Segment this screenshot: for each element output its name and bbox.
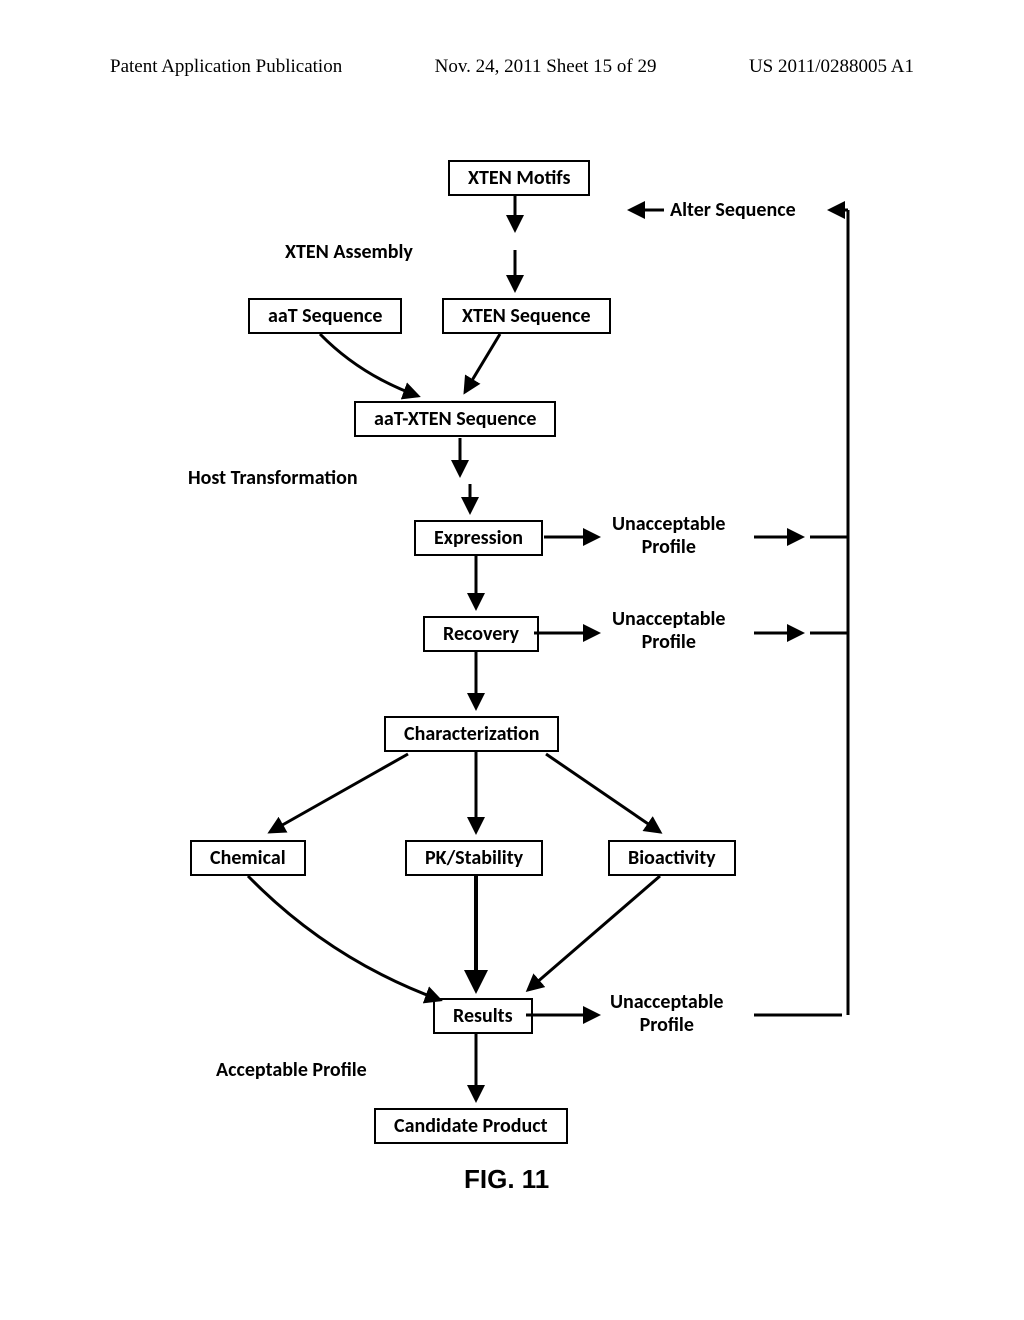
header-row: Patent Application Publication Nov. 24, … [110, 56, 914, 78]
figure-caption: FIG. 11 [464, 1164, 549, 1195]
document-header: Patent Application Publication Nov. 24, … [0, 56, 1024, 78]
arrows-layer [130, 160, 910, 1220]
header-right: US 2011/0288005 A1 [749, 56, 914, 78]
header-left: Patent Application Publication [110, 56, 342, 78]
page: Patent Application Publication Nov. 24, … [0, 0, 1024, 1320]
header-center: Nov. 24, 2011 Sheet 15 of 29 [435, 56, 657, 78]
flowchart-diagram: XTEN Motifs aaT Sequence XTEN Sequence a… [130, 160, 910, 1220]
